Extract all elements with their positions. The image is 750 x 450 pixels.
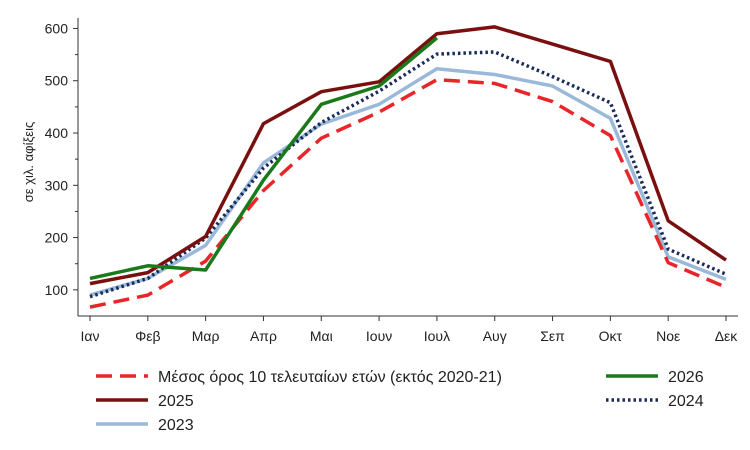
x-tick-label: Απρ <box>250 328 277 344</box>
x-tick-label: Μαι <box>310 328 333 344</box>
y-axis-label: σε χιλ. αφίξεις <box>21 122 36 202</box>
x-tick-label: Μαρ <box>192 328 220 344</box>
legend-label-4: 2023 <box>158 417 194 434</box>
x-tick-label: Ιουλ <box>424 328 450 344</box>
series-line-0 <box>89 77 727 309</box>
y-tick-label: 300 <box>45 177 69 193</box>
y-tick-label: 200 <box>45 230 69 246</box>
plot-area: 100 200 300 400 500 600 Ιαν Φεβ Μαρ Απρ Μαι Ιουν Ιου… <box>45 18 739 344</box>
y-tick-label: 100 <box>45 282 69 298</box>
x-tick-label: Αυγ <box>483 328 507 344</box>
x-tick-label: Ιαν <box>81 328 100 344</box>
x-tick-label: Δεκ <box>715 328 739 344</box>
x-tick-label: Σεπ <box>540 328 565 344</box>
series-line-2 <box>89 25 727 286</box>
y-tick-label: 400 <box>45 125 69 141</box>
series-line-3 <box>89 50 727 299</box>
y-tick-label: 500 <box>45 73 69 89</box>
x-tick-label: Ιουν <box>366 328 392 344</box>
x-tick-label: Νοε <box>656 328 680 344</box>
legend: Μέσος όρος 10 τελευταίων ετών (εκτός 202… <box>96 369 704 434</box>
legend-label-3: 2024 <box>668 393 704 410</box>
series-line-1 <box>89 36 439 281</box>
y-tick-label: 600 <box>45 20 69 36</box>
series-line-4 <box>89 66 727 297</box>
legend-label-1: 2026 <box>668 369 704 386</box>
x-tick-label: Φεβ <box>135 328 160 344</box>
x-tick-label: Οκτ <box>599 328 623 344</box>
legend-label-0: Μέσος όρος 10 τελευταίων ετών (εκτός 202… <box>158 369 502 386</box>
legend-label-2: 2025 <box>158 393 194 410</box>
